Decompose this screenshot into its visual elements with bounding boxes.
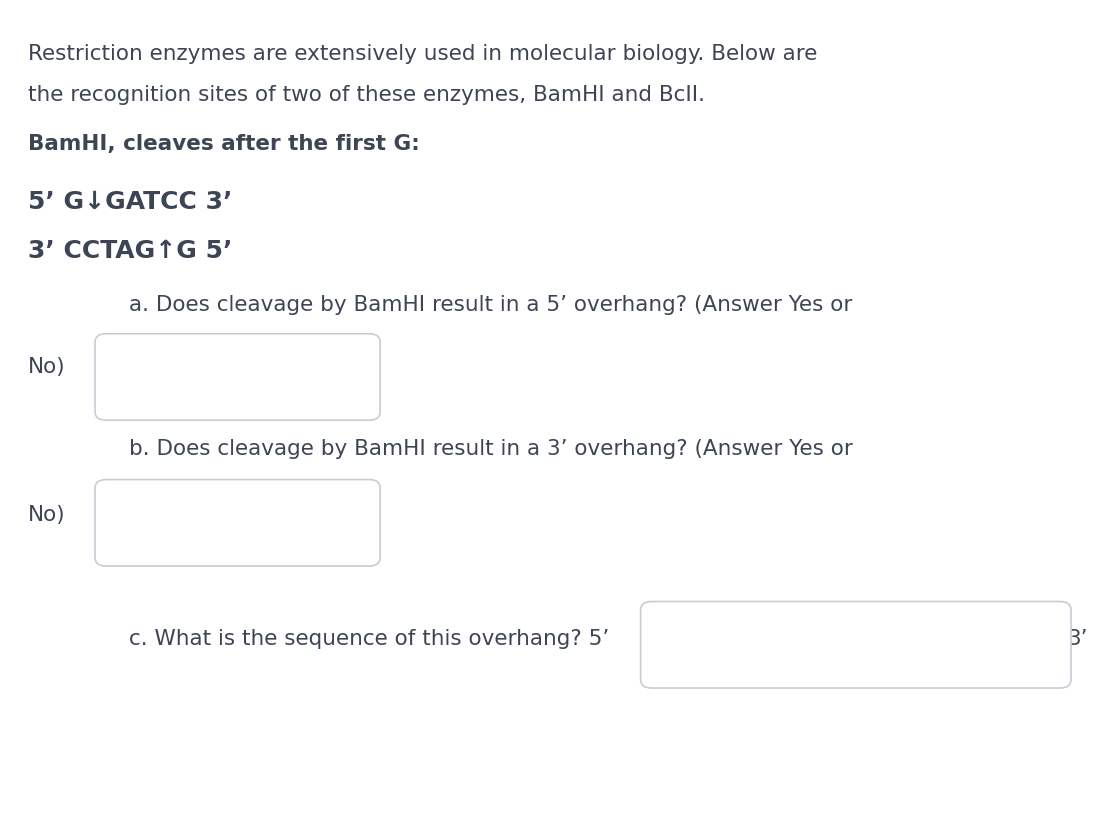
Text: c. What is the sequence of this overhang? 5’: c. What is the sequence of this overhang… bbox=[129, 629, 609, 648]
Text: No): No) bbox=[28, 357, 66, 377]
Text: a. Does cleavage by BamHI result in a 5’ overhang? (Answer Yes or: a. Does cleavage by BamHI result in a 5’… bbox=[129, 295, 852, 315]
FancyBboxPatch shape bbox=[641, 602, 1071, 688]
Text: 5’ G↓GATCC 3’: 5’ G↓GATCC 3’ bbox=[28, 190, 233, 214]
Text: No): No) bbox=[28, 505, 66, 525]
Text: b. Does cleavage by BamHI result in a 3’ overhang? (Answer Yes or: b. Does cleavage by BamHI result in a 3’… bbox=[129, 439, 852, 459]
Text: 3’ CCTAG↑G 5’: 3’ CCTAG↑G 5’ bbox=[28, 239, 233, 264]
Text: 3’: 3’ bbox=[1068, 629, 1088, 648]
FancyBboxPatch shape bbox=[95, 480, 380, 566]
Text: BamHI, cleaves after the first G:: BamHI, cleaves after the first G: bbox=[28, 134, 419, 154]
FancyBboxPatch shape bbox=[95, 334, 380, 420]
Text: the recognition sites of two of these enzymes, BamHI and BcII.: the recognition sites of two of these en… bbox=[28, 85, 705, 105]
Text: Restriction enzymes are extensively used in molecular biology. Below are: Restriction enzymes are extensively used… bbox=[28, 44, 817, 63]
